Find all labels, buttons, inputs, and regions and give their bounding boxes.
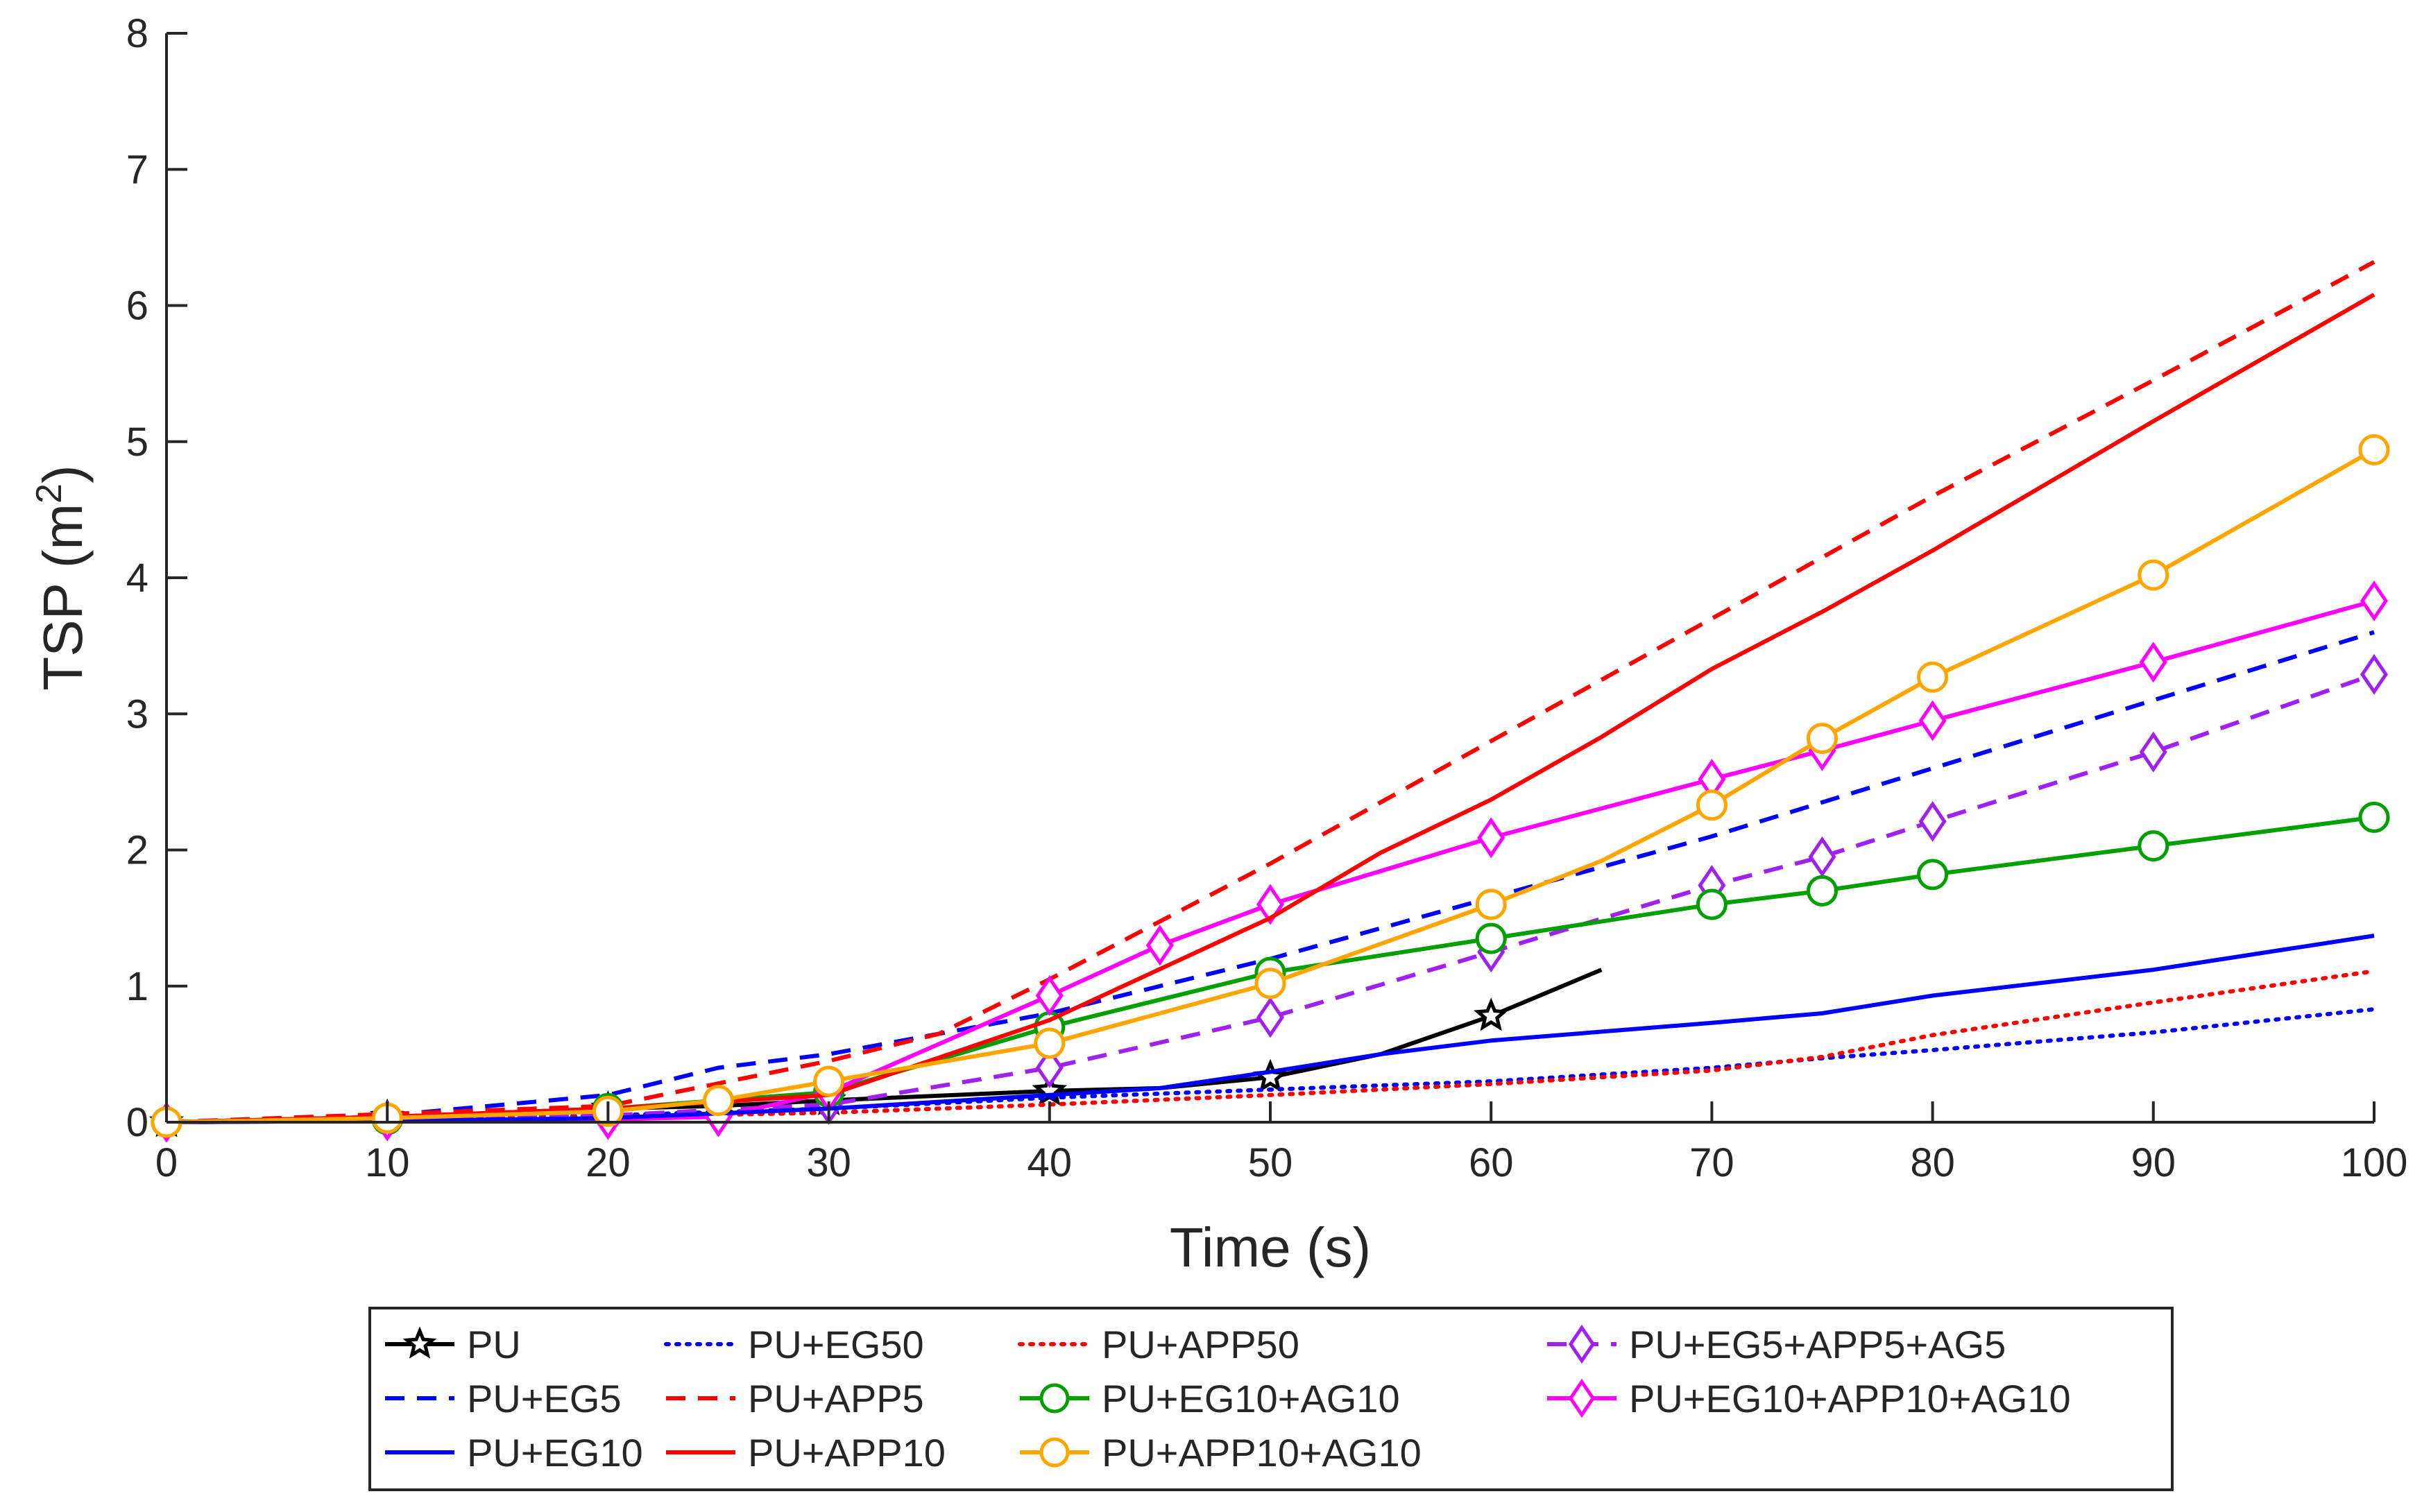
data-point-pu-app10-ag10: [1034, 1027, 1066, 1059]
data-point-pu-eg10-app10-ag10: [1035, 975, 1064, 1016]
data-point-pu-eg5-app5-ag5: [1035, 1047, 1064, 1088]
data-point-pu-app10-ag10: [2358, 434, 2390, 466]
legend-item-pu-app50: PU+APP50: [1018, 1323, 1299, 1366]
x-tick-label: 90: [2131, 1140, 2176, 1185]
y-axis-label: TSP (m2): [29, 465, 94, 690]
x-tick-label: 40: [1027, 1140, 1073, 1185]
series-line-pu-app10-ag10: [166, 447, 2375, 1124]
y-tick-label: 4: [126, 556, 148, 601]
legend-label: PU+APP10: [748, 1431, 946, 1475]
legend-item-pu-eg50: PU+EG50: [664, 1323, 924, 1366]
data-point-pu-eg10-ag10: [2138, 830, 2169, 862]
data-point-pu-eg10-app10-ag10: [1145, 925, 1174, 966]
x-tick-label: 10: [365, 1140, 410, 1185]
data-point-pu-eg10-ag10: [1696, 888, 1728, 920]
legend-item-pu-app10: PU+APP10: [666, 1431, 946, 1475]
series-line-pu-eg5: [166, 630, 2375, 1124]
legend-label: PU: [467, 1323, 521, 1366]
data-point-pu-eg10-ag10: [2358, 801, 2390, 833]
y-axis-label-superscript: 2: [29, 483, 69, 504]
data-point-pu-eg5-app5-ag5: [1808, 836, 1836, 877]
data-point-pu-app10-ag10: [703, 1085, 734, 1117]
legend: PU PU+EG50 PU+APP50 PU+EG5+APP5+AG5 PU+EG5 PU…: [368, 1307, 2174, 1491]
legend-label: PU+EG10: [467, 1431, 643, 1475]
legend-item-pu-eg5-app5-ag5: PU+EG5+APP5+AG5: [1547, 1323, 2006, 1366]
y-tick-label: 1: [126, 964, 148, 1009]
data-point-pu-app10-ag10: [2138, 559, 2169, 591]
x-axis-label: Time (s): [1170, 1217, 1371, 1278]
legend-item-pu-eg10-app10-ag10: PU+EG10+APP10+AG10: [1547, 1377, 2071, 1420]
data-point-pu-eg10-app10-ag10: [1477, 817, 1505, 859]
legend-marker: [402, 1326, 437, 1359]
legend-item-pu-eg10-ag10: PU+EG10+AG10: [1020, 1377, 1400, 1420]
y-tick-label: 0: [126, 1100, 148, 1145]
legend-marker: [1568, 1378, 1596, 1418]
data-point-pu-eg5-app5-ag5: [2360, 653, 2389, 695]
series-layer: [148, 260, 2390, 1143]
y-tick-label: 6: [126, 284, 148, 329]
data-point-pu-eg10-ag10: [1475, 922, 1507, 954]
x-tick-label: 30: [806, 1140, 851, 1185]
series-pu-eg10: [166, 934, 2375, 1124]
legend-label: PU+EG50: [748, 1323, 924, 1366]
data-point-pu-app10-ag10: [1917, 661, 1949, 693]
y-tick-label: 3: [126, 691, 148, 737]
legend-label: PU+APP5: [748, 1377, 924, 1420]
data-point-pu-app10-ag10: [1696, 789, 1728, 821]
data-point-pu: [1474, 997, 1509, 1031]
legend-label: PU+EG5: [467, 1377, 622, 1420]
data-point-pu-eg10-ag10: [1917, 859, 1949, 891]
series-line-pu-eg5-app5-ag5: [166, 672, 2375, 1124]
series-pu-eg5: [166, 630, 2375, 1124]
x-tick-label: 70: [1689, 1140, 1734, 1185]
legend-item-pu-eg5: PU+EG5: [385, 1377, 622, 1420]
legend-marker: [1568, 1324, 1596, 1364]
series-line-pu-app5: [166, 260, 2375, 1124]
y-tick-label: 2: [126, 828, 148, 873]
x-tick-label: 100: [2341, 1140, 2408, 1185]
data-point-pu-eg5-app5-ag5: [1256, 997, 1285, 1038]
series-pu-app10-ag10: [151, 434, 2390, 1138]
y-tick-label: 7: [126, 147, 148, 192]
legend-item-pu: PU: [385, 1323, 521, 1366]
y-tick-label: 5: [126, 420, 148, 465]
x-tick-label: 0: [155, 1140, 178, 1185]
data-point-pu-eg5-app5-ag5: [2139, 731, 2167, 773]
legend-label: PU+EG10+APP10+AG10: [1629, 1377, 2071, 1420]
y-axis-label-main: TSP (m: [32, 504, 94, 691]
legend-label: PU+EG5+APP5+AG5: [1629, 1323, 2006, 1366]
data-point-pu-app10-ag10: [1254, 968, 1286, 999]
legend-marker: [1039, 1383, 1070, 1414]
data-point-pu-app10-ag10: [1807, 723, 1838, 755]
data-point-pu-eg5-app5-ag5: [1918, 800, 1947, 842]
ticks-layer: 0 10 20 30 40 50 60 70 80 90 100 0 1 2 3 4 5 6 7 8: [126, 11, 2408, 1185]
series-pu-app5: [166, 260, 2375, 1124]
x-tick-label: 50: [1248, 1140, 1293, 1185]
data-point-pu-eg10-app10-ag10: [1918, 700, 1947, 741]
data-point-pu-eg10-app10-ag10: [2360, 580, 2389, 621]
legend-label: PU+APP10+AG10: [1102, 1431, 1422, 1475]
x-tick-label: 20: [586, 1140, 631, 1185]
data-point-pu-app10-ag10: [813, 1065, 845, 1097]
data-point-pu-app10-ag10: [1475, 888, 1507, 920]
x-tick-label: 80: [1910, 1140, 1955, 1185]
x-tick-label: 60: [1469, 1140, 1514, 1185]
y-tick-label: 8: [126, 11, 148, 56]
legend-marker: [1039, 1437, 1070, 1468]
y-axis-label-close: ): [32, 465, 94, 483]
data-point-pu-eg10-ag10: [1807, 875, 1838, 907]
series-line-pu-eg10: [166, 934, 2375, 1124]
legend-item-pu-eg10: PU+EG10: [385, 1431, 643, 1475]
legend-label: PU+EG10+AG10: [1102, 1377, 1400, 1420]
legend-item-pu-app10-ag10: PU+APP10+AG10: [1020, 1431, 1422, 1475]
data-point-pu-eg10-app10-ag10: [2139, 642, 2167, 683]
legend-item-pu-app5: PU+APP5: [666, 1377, 924, 1420]
legend-label: PU+APP50: [1102, 1323, 1299, 1366]
